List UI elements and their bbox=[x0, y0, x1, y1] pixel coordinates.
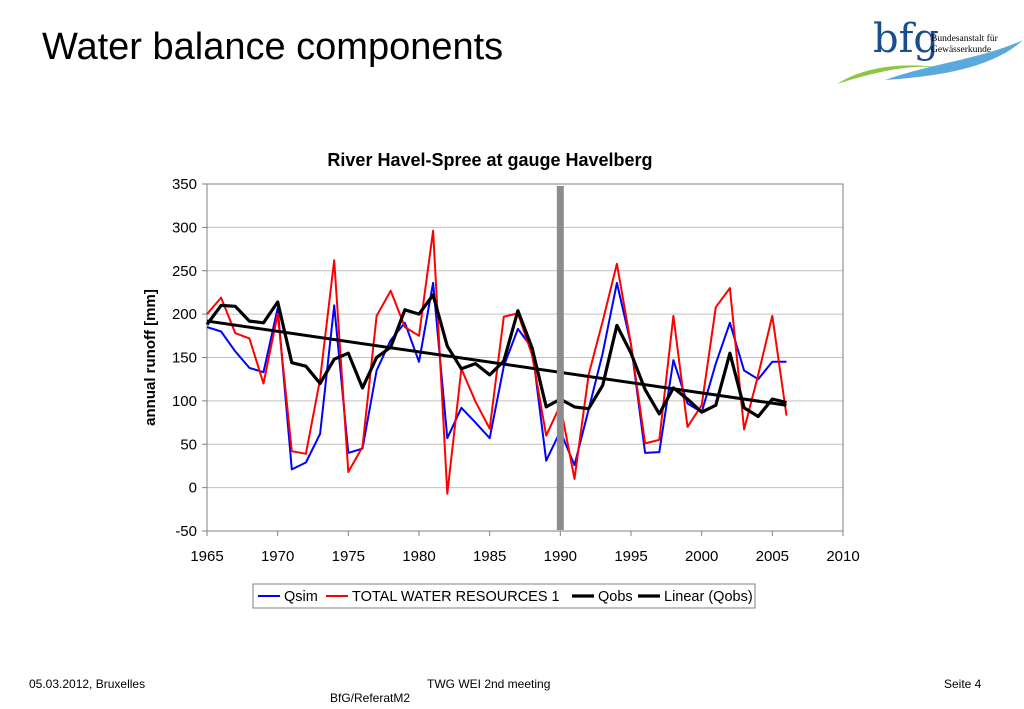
legend-label: Qobs bbox=[598, 589, 633, 605]
footer-ref: BfG/ReferatM2 bbox=[330, 691, 411, 705]
y-tick-label: 250 bbox=[172, 263, 197, 280]
logo-green-swoosh-icon bbox=[837, 65, 943, 84]
x-tick-label: 2005 bbox=[756, 548, 789, 565]
logo-line-1: Bundesanstalt für bbox=[931, 33, 999, 44]
footer-date: 05.03.2012, Bruxelles bbox=[29, 677, 146, 691]
footer-meeting: TWG WEI 2nd meeting bbox=[427, 677, 551, 691]
series-line-total bbox=[206, 229, 788, 495]
bfg-logo: bfg Bundesanstalt für Gewässerkunde bbox=[835, 14, 1024, 90]
legend: Qsim TOTAL WATER RESOURCES 1 Qobs Linear (Q… bbox=[252, 583, 756, 609]
x-tick-label: 1995 bbox=[614, 548, 647, 565]
logo-blue-swoosh-icon bbox=[885, 40, 1023, 80]
grid-lines bbox=[207, 183, 843, 532]
legend-box bbox=[252, 583, 756, 609]
x-tick-label: 1975 bbox=[332, 548, 365, 565]
y-axis-label: annual runoff [mm] bbox=[142, 289, 159, 426]
x-tick-label: 2010 bbox=[826, 548, 859, 565]
y-tick-label: 100 bbox=[172, 393, 197, 410]
y-tick-label: 150 bbox=[172, 350, 197, 367]
logo-wordmark: bfg bbox=[873, 16, 939, 62]
y-tick-label: 350 bbox=[172, 176, 197, 193]
legend-label: TOTAL WATER RESOURCES 1 bbox=[352, 589, 560, 605]
trend-line bbox=[206, 319, 787, 407]
legend-label: Qsim bbox=[284, 589, 318, 605]
y-tick-label: 50 bbox=[180, 436, 197, 453]
chart-title: River Havel-Spree at gauge Havelberg bbox=[327, 150, 652, 170]
x-tick-label: 1985 bbox=[473, 548, 506, 565]
y-tick-label: 0 bbox=[189, 480, 197, 497]
y-tick-label: -50 bbox=[175, 523, 197, 540]
logo-line-2: Gewässerkunde bbox=[931, 45, 991, 55]
y-axis: -50 0 50 100 150 200 250 300 350 bbox=[172, 176, 207, 540]
y-tick-label: 300 bbox=[172, 219, 197, 236]
x-tick-label: 2000 bbox=[685, 548, 718, 565]
x-tick-label: 1980 bbox=[402, 548, 435, 565]
x-tick-label: 1990 bbox=[544, 548, 577, 565]
footer-page: Seite 4 bbox=[944, 677, 982, 691]
legend-label: Linear (Qobs) bbox=[664, 589, 753, 605]
x-tick-label: 1970 bbox=[261, 548, 294, 565]
x-axis: 1965 1970 1975 1980 1985 1990 1995 2000 2005 2010 bbox=[190, 531, 860, 565]
series-line-qobs bbox=[205, 293, 787, 419]
y-tick-label: 200 bbox=[172, 306, 197, 323]
series-line-qsim bbox=[206, 281, 787, 471]
slide-title: Water balance components bbox=[42, 26, 504, 68]
x-tick-label: 1965 bbox=[190, 548, 223, 565]
series-layer bbox=[205, 186, 788, 530]
